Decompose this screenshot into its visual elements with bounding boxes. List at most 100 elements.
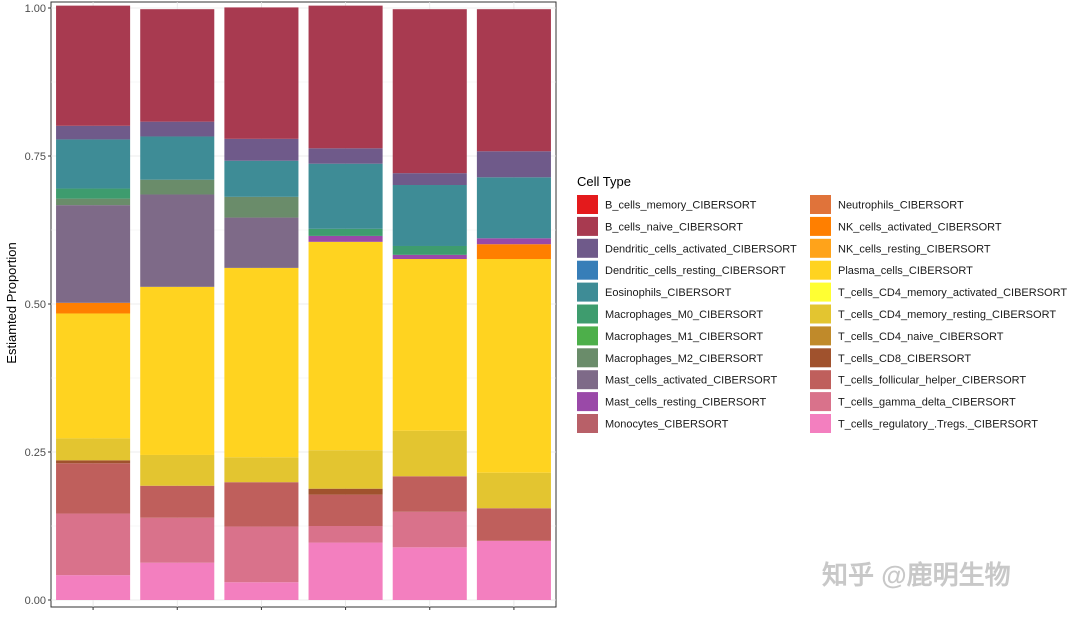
legend-title: Cell Type — [577, 174, 631, 189]
legend-label: T_cells_follicular_helper_CIBERSORT — [838, 375, 1026, 387]
panel-border — [50, 1, 557, 608]
legend-label: Macrophages_M0_CIBERSORT — [605, 309, 763, 321]
legend-item: Monocytes_CIBERSORT — [577, 414, 729, 433]
bar-segment — [56, 205, 131, 303]
legend-label: Mast_cells_resting_CIBERSORT — [605, 397, 766, 409]
bar-S2 — [140, 9, 215, 600]
legend-key — [810, 348, 831, 368]
legend-key — [577, 414, 598, 433]
legend-key — [577, 195, 598, 214]
legend-item: T_cells_CD4_naive_CIBERSORT — [810, 326, 1004, 346]
legend-key — [577, 370, 598, 390]
legend-label: Dendritic_cells_resting_CIBERSORT — [605, 265, 786, 277]
bar-segment — [56, 302, 131, 314]
bar-segment — [140, 9, 215, 122]
bar-segment — [56, 125, 131, 140]
bar-segment — [308, 148, 383, 164]
legend-key — [577, 392, 598, 412]
legend-key — [577, 238, 598, 258]
bar-S6 — [476, 9, 551, 600]
bar-segment — [224, 160, 299, 197]
bar-segment — [224, 217, 299, 268]
bar-segment — [140, 517, 215, 563]
bar-S4 — [308, 5, 383, 600]
legend-item: Plasma_cells_CIBERSORT — [810, 260, 973, 280]
bar-segment — [476, 508, 551, 541]
bar-segment — [308, 526, 383, 543]
legend-item: NK_cells_resting_CIBERSORT — [810, 238, 991, 258]
legend-item: B_cells_naive_CIBERSORT — [577, 216, 743, 236]
plot-panel — [50, 1, 557, 608]
legend-item: B_cells_memory_CIBERSORT — [577, 195, 757, 214]
legend-item: T_cells_CD8_CIBERSORT — [810, 348, 971, 368]
bar-segment — [56, 5, 131, 126]
bar-segment — [224, 582, 299, 600]
legend-label: NK_cells_resting_CIBERSORT — [838, 243, 991, 255]
bar-segment — [308, 542, 383, 600]
legend-item: Macrophages_M0_CIBERSORT — [577, 304, 763, 324]
bar-segment — [56, 438, 131, 461]
bar-segment — [392, 185, 467, 246]
legend-item: Mast_cells_activated_CIBERSORT — [577, 370, 777, 390]
bar-segment — [56, 198, 131, 206]
bar-segment — [308, 488, 383, 495]
legend-label: B_cells_naive_CIBERSORT — [605, 221, 743, 233]
legend-item: T_cells_gamma_delta_CIBERSORT — [810, 392, 1016, 412]
bar-segment — [224, 138, 299, 161]
bar-segment — [224, 267, 299, 458]
legend-label: Monocytes_CIBERSORT — [605, 419, 729, 431]
bar-segment — [308, 235, 383, 242]
legend-label: Eosinophils_CIBERSORT — [605, 287, 732, 299]
y-tick-label: 0.25 — [25, 447, 46, 459]
bar-segment — [476, 244, 551, 260]
bar-segment — [140, 485, 215, 518]
bar-segment — [140, 121, 215, 137]
bar-segment — [392, 259, 467, 431]
legend-item: Macrophages_M2_CIBERSORT — [577, 348, 763, 368]
legend: Cell Type B_cells_memory_CIBERSORT B_cell… — [577, 174, 1067, 433]
bar-segment — [56, 313, 131, 439]
legend-label: T_cells_CD4_naive_CIBERSORT — [838, 331, 1004, 343]
bar-segment — [56, 575, 131, 600]
legend-label: T_cells_regulatory_.Tregs._CIBERSORT — [838, 419, 1038, 431]
legend-label: T_cells_CD4_memory_resting_CIBERSORT — [838, 309, 1056, 321]
bar-segment — [140, 286, 215, 455]
legend-item: T_cells_follicular_helper_CIBERSORT — [810, 370, 1026, 390]
bar-segment — [392, 173, 467, 186]
legend-item: T_cells_regulatory_.Tregs._CIBERSORT — [810, 414, 1038, 433]
y-tick-label: 0.50 — [25, 299, 46, 311]
legend-item: Eosinophils_CIBERSORT — [577, 282, 732, 302]
legend-key — [577, 216, 598, 236]
bar-segment — [392, 9, 467, 174]
legend-label: T_cells_CD4_memory_activated_CIBERSORT — [838, 287, 1067, 299]
legend-key — [810, 282, 831, 302]
legend-item: T_cells_CD4_memory_resting_CIBERSORT — [810, 304, 1056, 324]
legend-label: Neutrophils_CIBERSORT — [838, 200, 964, 212]
legend-label: Macrophages_M1_CIBERSORT — [605, 331, 763, 343]
bar-segment — [224, 482, 299, 527]
bar-segment — [476, 177, 551, 239]
bar-segment — [140, 562, 215, 600]
bar-segment — [308, 241, 383, 451]
legend-key — [810, 195, 831, 214]
bar-segment — [308, 228, 383, 236]
legend-item: Dendritic_cells_activated_CIBERSORT — [577, 238, 797, 258]
bar-segment — [56, 463, 131, 514]
legend-key — [810, 238, 831, 258]
legend-item: Macrophages_M1_CIBERSORT — [577, 326, 763, 346]
bar-segment — [476, 151, 551, 178]
bar-segment — [140, 454, 215, 486]
legend-key — [810, 216, 831, 236]
bar-segment — [56, 188, 131, 199]
legend-key — [577, 326, 598, 346]
bar-segment — [476, 259, 551, 473]
legend-key — [577, 304, 598, 324]
bar-segment — [392, 476, 467, 512]
bar-segment — [140, 194, 215, 287]
legend-label: Plasma_cells_CIBERSORT — [838, 265, 973, 277]
bar-S5 — [392, 9, 467, 600]
legend-key — [577, 282, 598, 302]
bar-segment — [308, 494, 383, 526]
bar-segment — [308, 5, 383, 149]
